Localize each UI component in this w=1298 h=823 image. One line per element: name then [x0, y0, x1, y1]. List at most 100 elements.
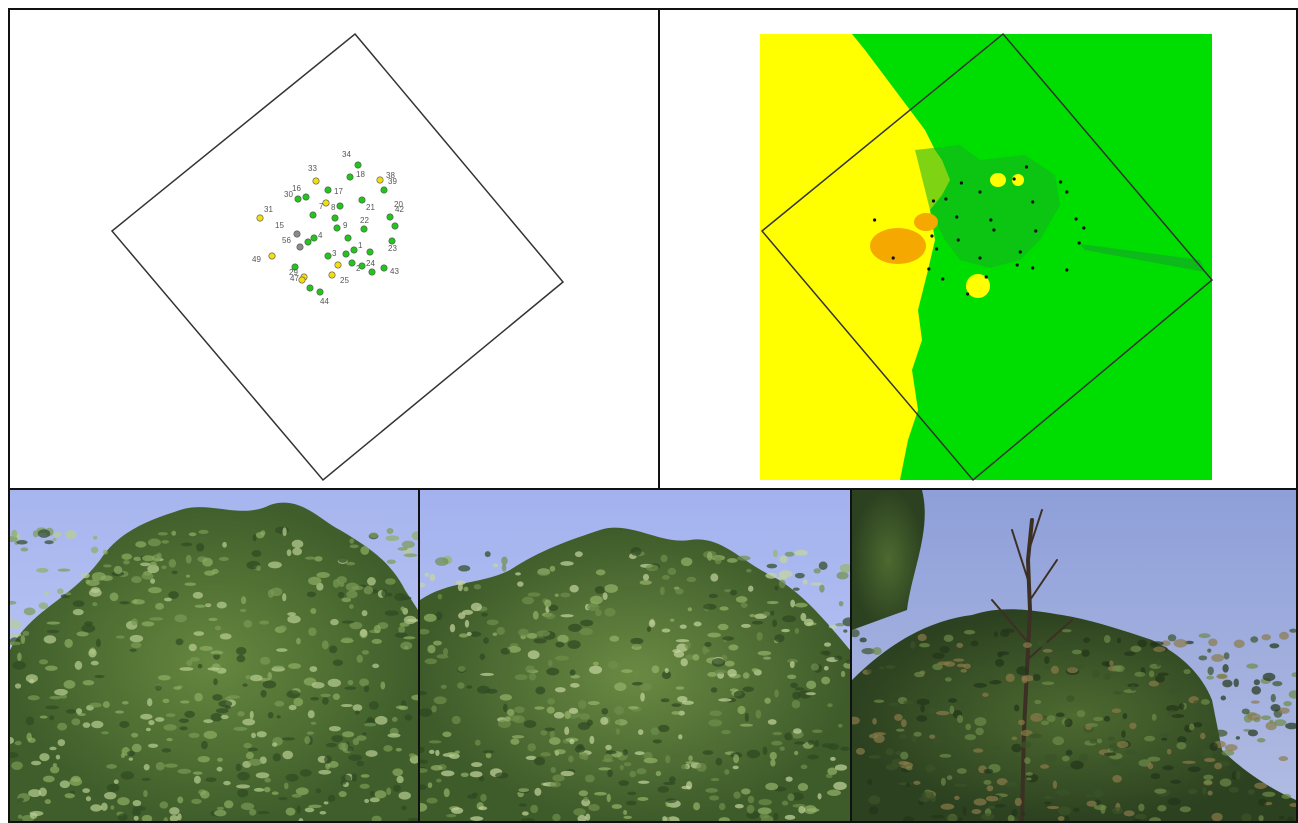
surface-tree-dot	[1018, 250, 1022, 254]
leaf-speck	[714, 669, 728, 674]
leaf-speck	[552, 774, 565, 782]
leaf-speck	[1269, 719, 1274, 724]
leaf-speck	[394, 632, 408, 638]
leaf-speck	[707, 671, 717, 678]
leaf-speck	[179, 667, 194, 671]
leaf-speck	[177, 813, 182, 821]
leaf-speck	[1076, 710, 1086, 718]
leaf-speck	[598, 767, 611, 771]
leaf-speck	[205, 777, 217, 783]
leaf-speck	[149, 617, 164, 621]
tree-point-49	[268, 252, 276, 260]
tree-label-23: 23	[388, 244, 397, 253]
leaf-speck	[589, 595, 603, 605]
leaf-speck	[128, 757, 134, 761]
leaf-speck	[526, 632, 538, 639]
leaf-speck	[274, 700, 285, 707]
leaf-speck	[684, 641, 692, 650]
leaf-speck	[546, 706, 555, 714]
leaf-speck	[709, 795, 720, 801]
leaf-speck	[44, 665, 58, 671]
leaf-speck	[224, 696, 232, 701]
surface-tree-dot	[1031, 266, 1035, 270]
leaf-speck	[59, 780, 70, 789]
leaf-speck	[589, 735, 595, 745]
leaf-speck	[549, 730, 555, 739]
leaf-speck	[451, 715, 461, 725]
leaf-speck	[420, 768, 428, 773]
leaf-speck	[483, 637, 489, 644]
leaf-speck	[43, 635, 57, 644]
leaf-speck	[253, 787, 265, 792]
tree-point-22	[360, 225, 368, 233]
leaf-speck	[330, 618, 339, 626]
leaf-speck	[1173, 638, 1188, 648]
leaf-speck	[894, 714, 903, 721]
leaf-speck	[155, 602, 164, 610]
leaf-speck	[1065, 749, 1073, 756]
leaf-speck	[161, 748, 172, 753]
leaf-speck	[200, 740, 208, 750]
leaf-speck	[309, 666, 318, 672]
leaf-speck	[188, 643, 197, 652]
leaf-speck	[1187, 766, 1201, 773]
leaf-speck	[664, 667, 669, 674]
leaf-speck	[702, 645, 708, 655]
leaf-speck	[803, 805, 817, 815]
leaf-speck	[784, 551, 795, 557]
leaf-speck	[428, 740, 442, 744]
leaf-speck	[569, 738, 575, 745]
leaf-speck	[1278, 815, 1285, 820]
leaf-speck	[249, 808, 257, 816]
leaf-speck	[724, 589, 732, 593]
leaf-speck	[184, 710, 196, 718]
leaf-speck	[514, 706, 525, 713]
leaf-speck	[240, 596, 247, 605]
leaf-speck	[1061, 629, 1072, 633]
leaf-speck	[1150, 773, 1161, 780]
leaf-speck	[797, 783, 809, 791]
leaf-speck	[49, 695, 62, 700]
leaf-speck	[1050, 665, 1059, 674]
tree-point-unlabeled	[322, 199, 330, 207]
leaf-speck	[834, 655, 843, 661]
leaf-speck	[1150, 641, 1164, 646]
leaf-speck	[766, 563, 778, 569]
leaf-speck	[242, 718, 256, 726]
leaf-speck	[322, 697, 329, 705]
tree-point-unlabeled	[304, 238, 312, 246]
leaf-speck	[584, 774, 595, 783]
leaf-speck	[671, 711, 681, 715]
leaf-speck	[222, 541, 227, 548]
leaf-speck	[354, 710, 360, 715]
leaf-speck	[1207, 666, 1214, 676]
leaf-speck	[1272, 680, 1283, 687]
leaf-speck	[891, 758, 905, 768]
leaf-speck	[1103, 672, 1112, 681]
leaf-speck	[237, 711, 245, 717]
leaf-speck	[287, 615, 301, 624]
leaf-speck	[464, 619, 470, 628]
leaf-speck	[628, 706, 639, 710]
leaf-speck	[852, 716, 860, 725]
leaf-speck	[818, 561, 828, 571]
leaf-speck	[661, 670, 672, 680]
leaf-speck	[740, 602, 748, 608]
leaf-speck	[660, 698, 670, 703]
leaf-speck	[163, 817, 169, 821]
leaf-speck	[178, 718, 189, 724]
leaf-speck	[272, 753, 281, 762]
leaf-speck	[975, 666, 982, 670]
leaf-speck	[1107, 736, 1115, 742]
leaf-speck	[1222, 663, 1229, 673]
tree-point-3	[324, 252, 332, 260]
leaf-speck	[155, 685, 162, 691]
leaf-speck	[973, 748, 984, 753]
leaf-speck	[1167, 797, 1181, 806]
leaf-speck	[484, 551, 491, 558]
leaf-speck	[965, 723, 972, 731]
tree-point-unlabeled	[336, 202, 344, 210]
leaf-speck	[1047, 805, 1060, 810]
leaf-speck	[473, 584, 482, 590]
